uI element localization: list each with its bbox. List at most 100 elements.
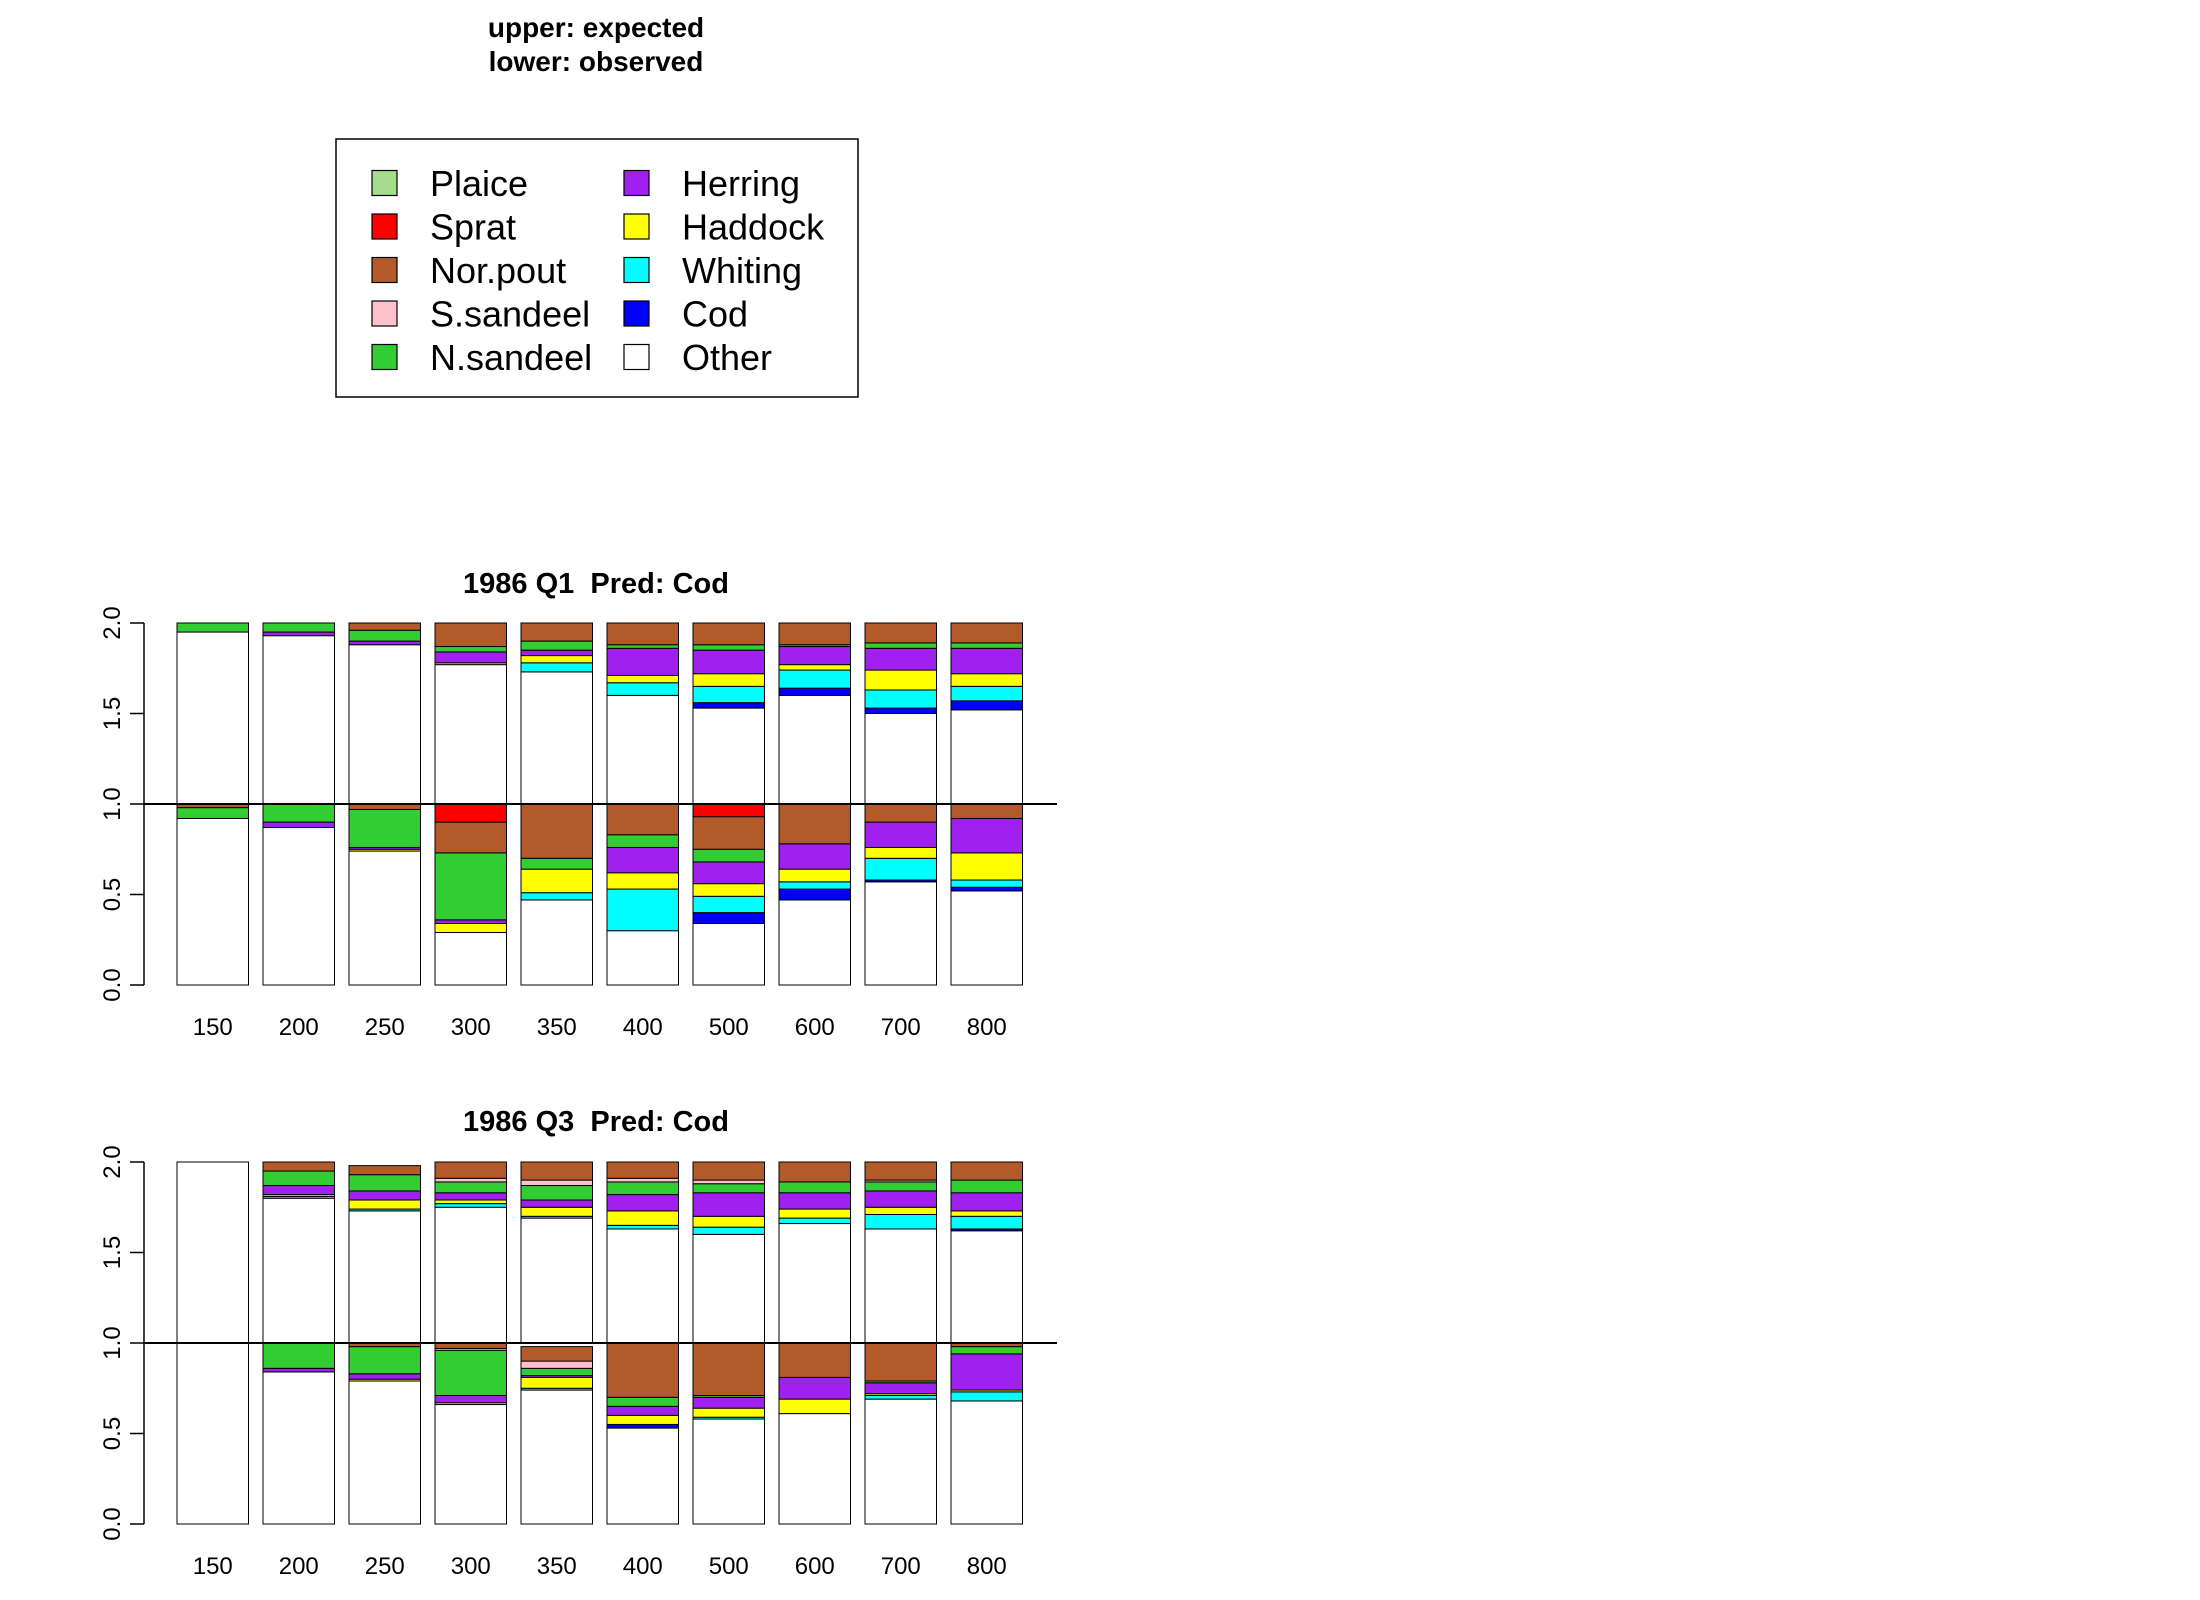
bar-group-400	[606, 1161, 679, 1525]
expected-segment-n-sandeel	[778, 1181, 851, 1194]
expected-segment-nor-pout	[778, 1161, 851, 1183]
y-tick-label: 1.5	[99, 697, 126, 730]
observed-segment-herring	[348, 1373, 421, 1380]
expected-segment-haddock	[864, 669, 937, 691]
observed-segment-other	[778, 899, 851, 986]
expected-segment-herring	[864, 647, 937, 671]
expected-segment-nor-pout	[692, 622, 765, 646]
expected-segment-whiting	[692, 685, 765, 704]
expected-segment-nor-pout	[606, 622, 679, 646]
x-tick-label: 800	[967, 1014, 1007, 1041]
expected-segment-haddock	[778, 1208, 851, 1219]
expected-segment-nor-pout	[434, 622, 507, 648]
observed-segment-nor-pout	[778, 803, 851, 845]
observed-segment-other	[606, 930, 679, 986]
observed-segment-n-sandeel	[606, 1396, 679, 1407]
observed-segment-herring	[692, 861, 765, 885]
expected-segment-whiting	[778, 1217, 851, 1225]
observed-segment-nor-pout	[950, 803, 1023, 819]
bar-group-700	[864, 1161, 937, 1525]
observed-segment-other	[864, 1398, 937, 1525]
panel-title: 1986 Q1 Pred: Cod	[463, 568, 729, 600]
expected-segment-n-sandeel	[606, 1181, 679, 1196]
observed-segment-herring	[864, 821, 937, 848]
expected-segment-haddock	[864, 1206, 937, 1215]
bar-group-800	[950, 622, 1023, 986]
observed-segment-s-sandeel	[520, 1360, 593, 1369]
legend-label-herring: Herring	[682, 163, 800, 204]
expected-segment-nor-pout	[864, 1161, 937, 1181]
observed-segment-sprat	[434, 803, 507, 823]
observed-segment-nor-pout	[864, 1342, 937, 1382]
bar-group-200	[262, 1161, 335, 1525]
observed-segment-other	[176, 1342, 249, 1525]
expected-segment-other	[520, 1217, 593, 1344]
x-tick-label: 800	[967, 1553, 1007, 1580]
observed-segment-herring	[778, 1376, 851, 1400]
observed-segment-other	[864, 881, 937, 986]
expected-segment-n-sandeel	[434, 646, 507, 653]
panel-title: 1986 Q3 Pred: Cod	[463, 1106, 729, 1138]
observed-segment-haddock	[520, 868, 593, 894]
observed-segment-herring	[864, 1382, 937, 1395]
observed-segment-whiting	[692, 895, 765, 914]
observed-segment-haddock	[606, 872, 679, 890]
expected-segment-other	[520, 671, 593, 805]
expected-segment-n-sandeel	[348, 629, 421, 642]
bar-group-700	[864, 622, 937, 986]
x-tick-label: 150	[193, 1014, 233, 1041]
expected-segment-herring	[950, 647, 1023, 675]
legend-swatch-s-sandeel	[371, 300, 398, 327]
observed-segment-other	[348, 850, 421, 986]
expected-segment-other	[176, 631, 249, 805]
expected-segment-whiting	[950, 1215, 1023, 1230]
observed-segment-other	[262, 827, 335, 986]
legend-label-nor-pout: Nor.pout	[430, 250, 566, 291]
expected-segment-s-sandeel	[692, 1179, 765, 1185]
y-tick-label: 0.5	[99, 878, 126, 911]
expected-segment-cod	[778, 687, 851, 696]
expected-segment-other	[434, 664, 507, 805]
panel-1986-q1: 1986 Q1 Pred: Cod 0.0 0.5 1.0 1.5 2.0 150 200 2…	[99, 568, 1057, 1041]
expected-segment-n-sandeel	[262, 1170, 335, 1187]
expected-segment-whiting	[950, 685, 1023, 702]
bar-group-250	[348, 1165, 421, 1525]
expected-segment-haddock	[606, 1210, 679, 1226]
expected-segment-other	[606, 1228, 679, 1344]
observed-segment-whiting	[778, 881, 851, 890]
observed-segment-other	[778, 1413, 851, 1525]
legend-swatch-whiting	[623, 256, 650, 284]
legend-label-other: Other	[682, 337, 772, 378]
observed-segment-nor-pout	[778, 1342, 851, 1378]
expected-segment-nor-pout	[950, 1161, 1023, 1181]
expected-segment-cod	[950, 700, 1023, 711]
expected-segment-herring	[692, 649, 765, 675]
observed-segment-n-sandeel	[176, 807, 249, 819]
expected-segment-n-sandeel	[606, 644, 679, 649]
observed-segment-other	[262, 1371, 335, 1525]
observed-segment-other	[950, 1400, 1023, 1525]
observed-segment-n-sandeel	[520, 857, 593, 870]
x-tick-label: 250	[365, 1553, 405, 1580]
bar-group-150	[176, 622, 249, 986]
observed-segment-herring	[778, 843, 851, 870]
observed-segment-n-sandeel	[262, 1342, 335, 1369]
observed-segment-haddock	[692, 883, 765, 897]
expected-segment-other	[262, 635, 335, 805]
expected-segment-other	[864, 1228, 937, 1344]
expected-segment-haddock	[520, 1206, 593, 1217]
bar-group-500	[692, 1161, 765, 1525]
expected-segment-whiting	[864, 689, 937, 709]
expected-segment-n-sandeel	[692, 1183, 765, 1194]
observed-segment-whiting	[520, 892, 593, 901]
observed-segment-herring	[950, 1353, 1023, 1391]
expected-segment-herring	[348, 640, 421, 646]
legend-swatch-sprat	[371, 213, 398, 240]
expected-segment-herring	[778, 646, 851, 666]
x-tick-label: 600	[795, 1553, 835, 1580]
observed-segment-other	[606, 1427, 679, 1525]
expected-segment-n-sandeel	[520, 640, 593, 651]
x-tick-label: 700	[881, 1553, 921, 1580]
expected-segment-n-sandeel	[176, 622, 249, 633]
bar-group-300	[434, 1161, 507, 1525]
